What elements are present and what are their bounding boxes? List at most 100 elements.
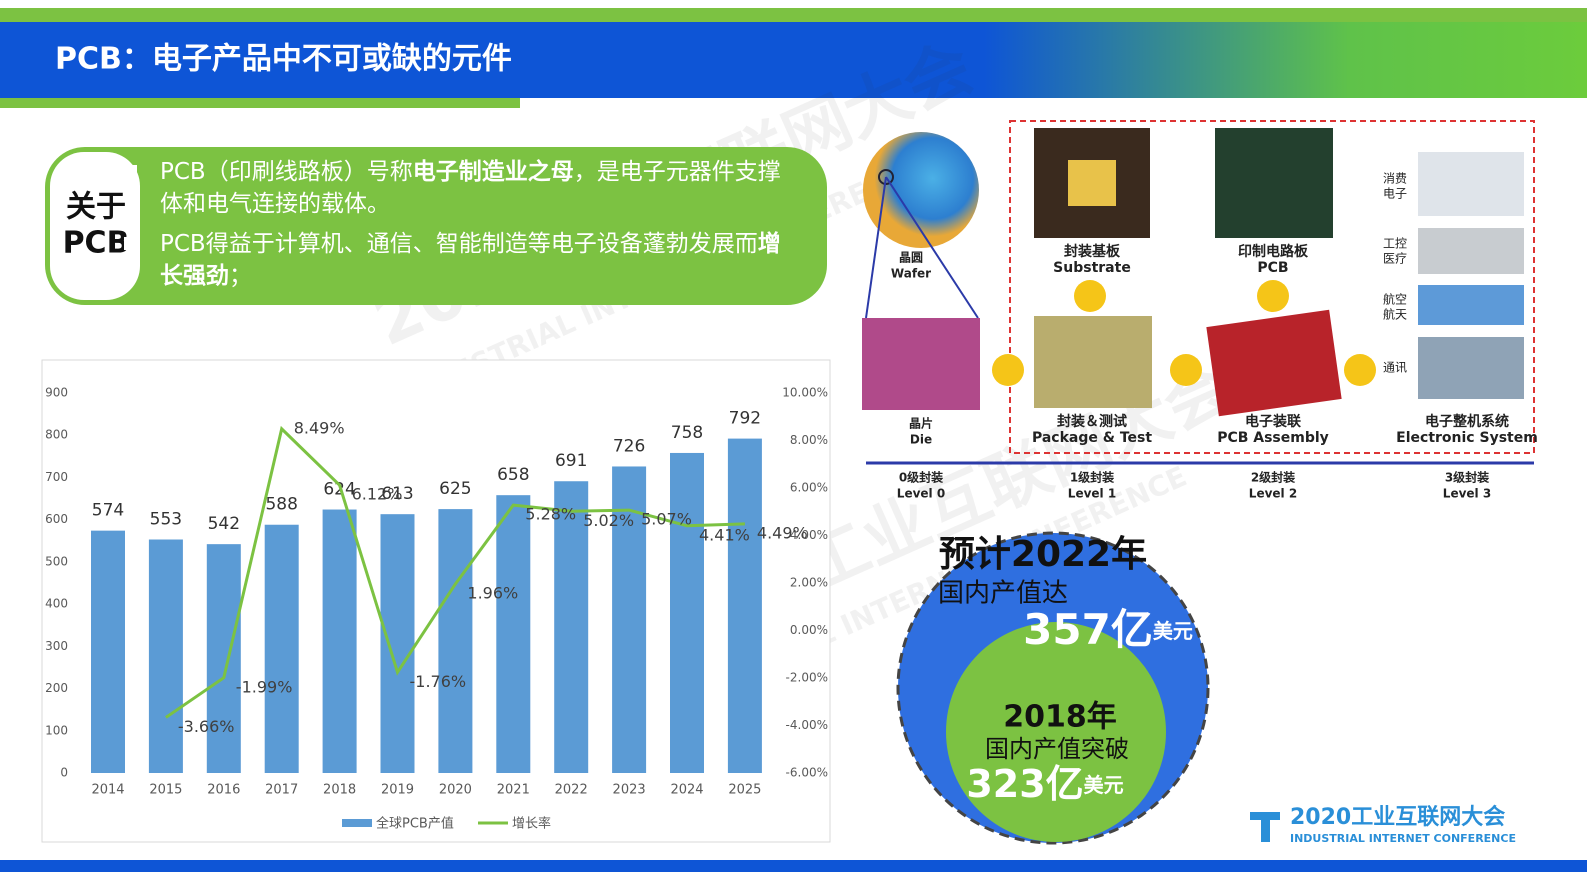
- bar: [612, 466, 647, 773]
- diagram-label: 2级封装: [1251, 470, 1295, 485]
- zoom-line: [865, 176, 887, 319]
- die-image: [862, 318, 980, 410]
- bar-value-label: 691: [555, 451, 587, 471]
- line-value-label: 6.12%: [352, 485, 403, 504]
- bar: [264, 524, 299, 773]
- y2-tick-label: -6.00%: [786, 766, 828, 780]
- about-label: PCB: [63, 226, 130, 261]
- logo-english: INDUSTRIAL INTERNET CONFERENCE: [1290, 832, 1516, 845]
- y-tick-label: 500: [45, 554, 68, 568]
- header-stripe: [0, 8, 1587, 22]
- bullet-text: PCB得益于计算机、通信、智能制造等电子设备蓬勃发展而: [160, 231, 758, 257]
- bar-value-label: 726: [613, 436, 645, 456]
- wafer-image: [863, 132, 979, 248]
- application-label: 航天: [1383, 307, 1407, 322]
- bullet-text: ；: [229, 263, 252, 289]
- bullet: PCB得益于计算机、通信、智能制造等电子设备蓬勃发展而增长强劲；: [124, 228, 800, 292]
- x-tick-label: 2016: [207, 783, 240, 798]
- base-year: 2018年: [1003, 700, 1117, 735]
- y2-tick-label: 4.00%: [790, 528, 828, 542]
- line-value-label: 1.96%: [467, 583, 518, 602]
- line-value-label: 5.07%: [641, 510, 692, 529]
- application-label: 通讯: [1383, 361, 1407, 375]
- bar: [670, 452, 704, 773]
- arrow: [1257, 280, 1289, 312]
- diagram-label: Level 0: [897, 487, 945, 501]
- slide-title: PCB：电子产品中不可或缺的元件: [55, 42, 512, 77]
- diagram-label: 1级封装: [1070, 470, 1114, 485]
- diagram-label: Package & Test: [1032, 430, 1152, 446]
- x-tick-label: 2021: [497, 783, 530, 798]
- bar-value-label: 574: [92, 501, 124, 521]
- legend-label: 全球PCB产值: [376, 816, 454, 832]
- bar: [496, 495, 531, 773]
- inner-circle: [946, 622, 1166, 842]
- bar-value-label: 553: [150, 510, 182, 530]
- x-tick-label: 2022: [555, 783, 588, 798]
- about-label: 关于: [66, 190, 126, 225]
- diagram-label: Level 3: [1443, 487, 1491, 501]
- x-tick-label: 2024: [670, 783, 703, 798]
- bar-value-label: 792: [729, 409, 761, 429]
- application-label: 消费: [1383, 172, 1407, 186]
- diagram-label: Level 1: [1068, 487, 1116, 501]
- footer-bar: [0, 860, 1587, 872]
- diagram-label: 0级封装: [899, 470, 943, 485]
- bar: [206, 544, 241, 773]
- x-tick-label: 2020: [439, 783, 472, 798]
- bar: [727, 438, 762, 773]
- y-tick-label: 100: [45, 723, 68, 737]
- x-tick-label: 2019: [381, 783, 414, 798]
- diagram-label: PCB Assembly: [1217, 430, 1329, 446]
- header-bar: [0, 22, 1587, 98]
- base-amount: 323亿美元: [966, 762, 1123, 806]
- y-tick-label: 0: [60, 766, 68, 780]
- diagram-label: 晶圆: [899, 250, 923, 265]
- assembly-image: [1206, 309, 1342, 417]
- diagram-label: Level 2: [1249, 487, 1297, 501]
- x-tick-label: 2018: [323, 783, 356, 798]
- header-underline: [0, 98, 520, 108]
- y-tick-label: 800: [45, 428, 68, 442]
- diagram-label: 晶片: [909, 416, 933, 431]
- forecast: 预计2022年 国内产值达 357亿美元 2018年 国内产值突破 323亿美元: [896, 531, 1210, 845]
- y-tick-label: 900: [45, 386, 68, 400]
- app-image: [1418, 285, 1524, 325]
- diagram-label: 印制电路板: [1238, 243, 1309, 260]
- package-image: [1034, 316, 1152, 408]
- arrow: [992, 354, 1024, 386]
- x-tick-label: 2015: [149, 783, 182, 798]
- line-value-label: 5.02%: [583, 511, 634, 530]
- bar: [554, 481, 589, 773]
- diagram-label: Substrate: [1053, 260, 1131, 276]
- arrow: [1170, 354, 1202, 386]
- diagram-label: 封装基板: [1064, 243, 1121, 260]
- app-image: [1418, 152, 1524, 216]
- forecast-year: 预计2022年: [939, 534, 1147, 575]
- app-image: [1418, 228, 1524, 274]
- y2-tick-label: 10.00%: [782, 386, 828, 400]
- line-value-label: 8.49%: [294, 418, 345, 437]
- y-tick-label: 700: [45, 470, 68, 484]
- arrow: [1074, 280, 1106, 312]
- x-tick-label: 2023: [613, 783, 646, 798]
- forecast-text: 国内产值达: [938, 579, 1068, 609]
- diagram-label: Wafer: [891, 267, 931, 281]
- legend-label: 增长率: [512, 816, 551, 832]
- diagram-label: Die: [910, 433, 932, 447]
- forecast-amount: 357亿美元: [1023, 605, 1193, 654]
- diagram-label: PCB: [1257, 260, 1288, 276]
- arrow: [1344, 354, 1376, 386]
- bar-value-label: 542: [208, 514, 240, 534]
- logo-name: 2020工业互联网大会: [1290, 804, 1505, 830]
- pcb-image: [1215, 128, 1333, 238]
- application-label: 电子: [1383, 187, 1407, 201]
- line-value-label: 4.41%: [699, 525, 750, 544]
- y2-tick-label: -4.00%: [786, 718, 828, 732]
- flow-arrows: [992, 280, 1376, 386]
- y-tick-label: 600: [45, 512, 68, 526]
- diagram-label: Electronic System: [1396, 430, 1538, 446]
- app-image: [1418, 337, 1524, 399]
- unit: 美元: [1084, 773, 1124, 797]
